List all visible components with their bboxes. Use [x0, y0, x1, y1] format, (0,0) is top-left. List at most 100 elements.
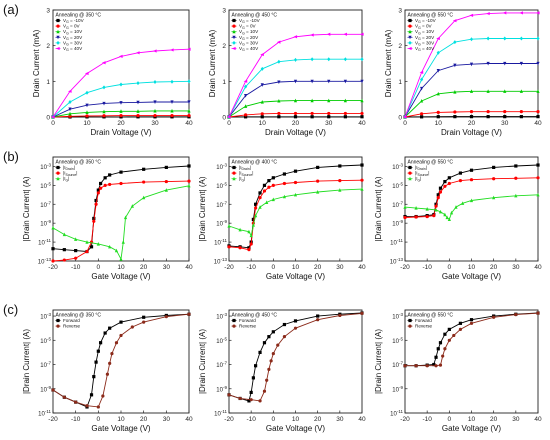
x-tick-label: 30	[163, 264, 171, 271]
data-point	[51, 115, 55, 119]
data-point	[452, 19, 457, 23]
data-point	[232, 46, 236, 51]
data-point	[536, 176, 540, 180]
data-point	[271, 197, 275, 202]
legend-label: VG = 0V	[63, 24, 81, 30]
data-point	[56, 324, 60, 328]
data-point	[338, 313, 342, 318]
data-point	[267, 367, 271, 371]
data-point	[68, 107, 72, 112]
data-point	[492, 165, 496, 169]
data-point	[102, 61, 106, 65]
x-tick-label: 10	[435, 120, 443, 127]
data-point	[164, 188, 168, 192]
chart-panel-r1c2: -20 -10 0 10 20 30 40 10-13 10-11 10-9 10-7 10-5 10-…	[374, 156, 542, 281]
data-point	[164, 179, 168, 184]
data-point	[265, 378, 269, 382]
data-point	[443, 347, 447, 351]
legend-label: VG = 20V	[415, 35, 435, 41]
data-point	[434, 364, 438, 368]
y-tick-label: 10-5	[392, 181, 403, 190]
data-point	[244, 113, 248, 117]
legend-label: VG = 10V	[239, 29, 259, 35]
data-point	[277, 98, 281, 103]
data-point	[136, 109, 140, 113]
data-point	[74, 249, 78, 253]
data-point	[238, 227, 242, 232]
data-point	[282, 322, 287, 327]
data-point	[276, 40, 281, 44]
y-tick-label: 3	[222, 8, 226, 15]
data-point	[119, 113, 123, 118]
data-point	[458, 327, 463, 331]
y-tick-label: 10-9	[216, 219, 227, 228]
data-point	[449, 210, 454, 215]
annealing-annotation: Annealing @ 550 °C	[408, 13, 454, 19]
data-point	[153, 49, 157, 53]
data-point	[316, 314, 320, 318]
data-point	[327, 79, 331, 84]
y-tick-label: 1	[222, 79, 226, 86]
data-point	[343, 79, 347, 84]
y-tick-label: 10-3	[392, 162, 403, 171]
data-point	[119, 170, 123, 174]
y-tick-label: 2	[398, 43, 402, 50]
data-point	[414, 215, 418, 219]
data-point	[492, 315, 496, 319]
x-tick-label: -20	[224, 416, 234, 423]
y-axis-label: |Drain Current| (A)	[198, 329, 207, 394]
legend-label: VG = -10V	[415, 18, 437, 24]
data-point	[492, 195, 496, 200]
data-point	[56, 176, 60, 181]
data-point	[438, 209, 443, 214]
data-point	[514, 313, 518, 317]
legend-label: VG = 40V	[415, 46, 435, 52]
legend-label: Forward	[239, 318, 256, 323]
x-axis-label: Drain Voltage (V)	[91, 128, 152, 137]
data-point	[262, 341, 267, 345]
data-point	[503, 36, 507, 41]
data-point	[103, 183, 107, 187]
data-point	[271, 330, 275, 334]
y-tick-label: 1	[46, 79, 50, 86]
row-label: (c)	[3, 302, 18, 317]
data-point	[142, 320, 146, 324]
data-point	[99, 186, 103, 190]
data-point	[92, 375, 96, 379]
data-point	[438, 341, 443, 345]
y-axis-label: |Drain Current| (A)	[22, 329, 31, 394]
data-point	[227, 245, 231, 249]
data-point	[136, 51, 140, 55]
data-point	[519, 61, 523, 66]
data-point	[293, 115, 298, 119]
data-point	[249, 390, 253, 394]
data-point	[408, 18, 412, 23]
data-point	[436, 69, 440, 73]
data-point	[251, 223, 255, 227]
data-point	[503, 110, 507, 114]
x-axis-label: Gate Voltage (V)	[266, 272, 325, 281]
x-tick-label: -10	[422, 264, 432, 271]
x-tick-label: 40	[358, 416, 366, 423]
data-point	[74, 400, 78, 404]
data-point	[338, 179, 342, 183]
x-tick-label: 20	[140, 264, 148, 271]
data-point	[96, 405, 100, 409]
data-point	[293, 111, 298, 116]
data-point	[258, 350, 262, 355]
annealing-annotation: Annealing @ 400 °C	[232, 160, 278, 166]
x-tick-label: -20	[48, 416, 58, 423]
data-point	[187, 79, 191, 84]
data-point	[108, 326, 112, 330]
data-point	[99, 341, 103, 345]
data-point	[170, 108, 174, 113]
x-tick-label: 20	[292, 120, 300, 127]
data-point	[419, 70, 424, 75]
data-point	[187, 113, 191, 118]
data-point	[96, 349, 100, 353]
data-point	[170, 79, 174, 84]
data-point	[121, 240, 125, 244]
data-point	[130, 204, 134, 208]
data-point	[56, 171, 60, 175]
data-point	[62, 248, 66, 252]
